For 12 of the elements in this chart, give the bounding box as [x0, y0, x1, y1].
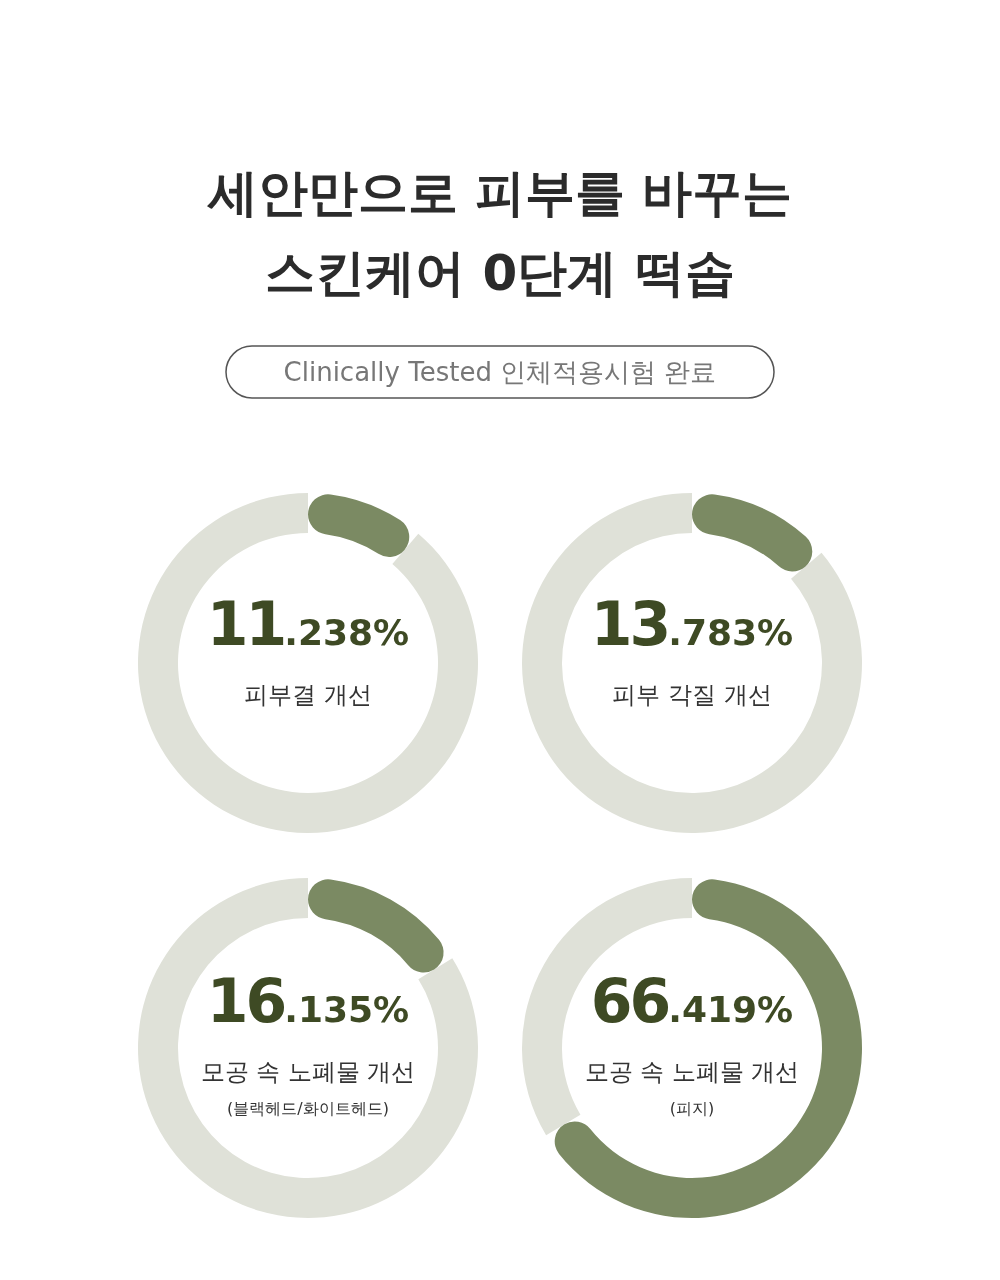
data-label: 11.238% [206, 589, 410, 659]
text: (피지) [669, 1099, 715, 1118]
data-label: 66.419% [590, 966, 794, 1036]
text: 피부결 개선 [244, 681, 372, 709]
text: 모공 속 노폐물 개선 [200, 1058, 416, 1086]
text: 피부 각질 개선 [612, 681, 772, 709]
data-label: 16.135% [206, 966, 410, 1036]
text: 모공 속 노폐물 개선 [584, 1058, 800, 1086]
data-label: 13.783% [590, 589, 794, 659]
chart-title: 세안만으로 피부를 바꾸는 스킨케어 0단계 떡솝 [206, 164, 793, 302]
text: (블랙헤드/화이트헤드) [227, 1099, 389, 1118]
chart-subtitle: Clinically Tested 인체적용시험 완료 [283, 357, 717, 387]
